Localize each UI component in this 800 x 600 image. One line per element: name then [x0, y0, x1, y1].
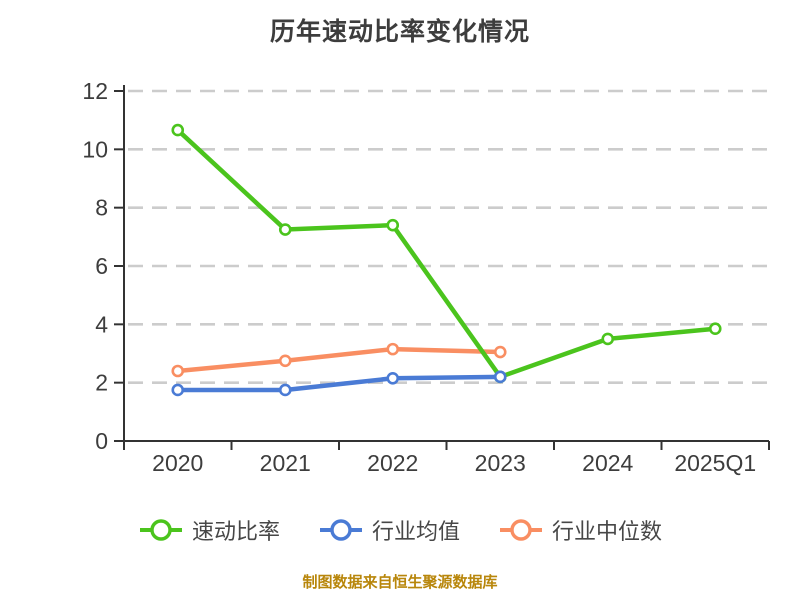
chart-title: 历年速动比率变化情况 [269, 18, 530, 46]
y-tick-label: 6 [95, 253, 108, 279]
y-tick-label: 12 [82, 78, 108, 104]
legend: 速动比率 行业均值 行业中位数 [0, 514, 800, 546]
x-tick-label: 2025Q1 [674, 450, 756, 476]
data-source-note: 制图数据来自恒生聚源数据库 [302, 574, 498, 591]
line-circle-icon [319, 519, 362, 541]
y-tick-label: 2 [95, 370, 108, 396]
y-tick-label: 8 [95, 195, 108, 221]
data-point-marker [708, 322, 722, 336]
x-tick-label: 2023 [475, 450, 526, 476]
data-point-marker [386, 342, 400, 356]
line-circle-icon [139, 519, 182, 541]
line-circle-icon [500, 519, 542, 541]
x-tick-label: 2024 [582, 450, 633, 476]
series-line [175, 374, 503, 393]
data-point-marker [171, 123, 185, 137]
data-point-marker [278, 223, 292, 236]
x-tick-label: 2020 [152, 450, 203, 476]
x-tick-label: 2021 [260, 450, 311, 476]
data-point-marker [386, 218, 400, 232]
data-point-marker [278, 383, 292, 397]
y-tick-label: 4 [95, 311, 108, 337]
data-point-marker [278, 354, 292, 368]
legend-item-industry-median[interactable]: 行业中位数 [498, 514, 662, 546]
series-line [175, 127, 718, 380]
data-point-marker [171, 364, 185, 378]
legend-item-quick-ratio[interactable]: 速动比率 [138, 514, 280, 546]
legend-label: 行业中位数 [552, 519, 663, 544]
y-tick-label: 10 [82, 136, 108, 162]
data-point-marker [386, 371, 400, 385]
data-point-marker [171, 383, 185, 397]
data-point-marker [493, 370, 507, 384]
data-point-marker [601, 332, 615, 346]
y-tick-label: 0 [95, 428, 108, 454]
series-line [175, 346, 503, 374]
x-tick-label: 2022 [367, 450, 418, 476]
legend-item-industry-average[interactable]: 行业均值 [318, 514, 460, 546]
legend-label: 行业均值 [371, 519, 460, 544]
legend-label: 速动比率 [191, 519, 280, 544]
data-point-marker [493, 345, 507, 359]
